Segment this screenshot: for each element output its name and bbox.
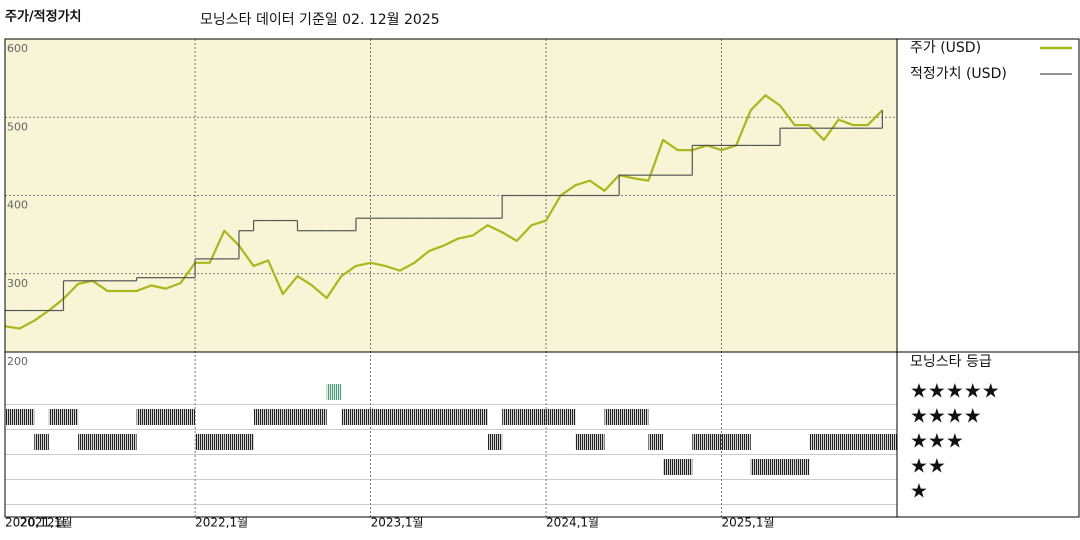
rating-bar: [750, 459, 766, 475]
chart-subtitle: 모닝스타 데이터 기준일 02. 12월 2025: [200, 12, 440, 28]
rating-bar: [370, 409, 386, 425]
chart-title: 주가/적정가치: [5, 9, 82, 25]
rating-bar: [823, 434, 839, 450]
rating-bar: [443, 409, 459, 425]
rating-bar: [882, 434, 897, 450]
rating-label: ★★★★★: [910, 379, 1000, 403]
rating-bar: [34, 434, 49, 450]
rating-bar: [312, 409, 327, 425]
rating-bar: [838, 434, 854, 450]
rating-bar: [48, 409, 64, 425]
rating-bar: [282, 409, 298, 425]
rating-bar: [604, 409, 620, 425]
rating-bar: [253, 409, 269, 425]
rating-bar: [414, 409, 430, 425]
y-tick-label: 600: [7, 42, 28, 55]
x-tick-label: 2025,1월: [722, 516, 775, 530]
rating-title: 모닝스타 등급: [910, 354, 992, 370]
rating-bar: [165, 409, 181, 425]
rating-bar: [326, 384, 342, 400]
rating-bar: [209, 434, 225, 450]
rating-bar: [195, 434, 210, 450]
x-tick-label: 2024,1월: [546, 516, 599, 530]
rating-bar: [92, 434, 108, 450]
rating-bar: [180, 409, 196, 425]
rating-bar: [502, 409, 517, 425]
rating-bar: [399, 409, 415, 425]
rating-bar: [546, 409, 561, 425]
rating-label: ★★: [910, 454, 946, 478]
rating-label: ★★★★: [910, 404, 982, 428]
rating-bar: [63, 409, 79, 425]
rating-bar: [472, 409, 488, 425]
rating-bar: [794, 459, 810, 475]
rating-bar: [268, 409, 283, 425]
legend-label: 적정가치 (USD): [910, 66, 1007, 82]
rating-bar: [151, 409, 166, 425]
rating-bar: [385, 409, 400, 425]
rating-bar: [780, 459, 795, 475]
rating-bar: [677, 459, 693, 475]
rating-bar: [560, 409, 576, 425]
x-tick-label: 2023,1월: [371, 516, 424, 530]
rating-bar: [736, 434, 751, 450]
rating-label: ★★★: [910, 429, 964, 453]
rating-bar: [458, 409, 473, 425]
rating-bar: [706, 434, 722, 450]
rating-bar: [121, 434, 137, 450]
rating-bar: [619, 409, 634, 425]
rating-bar: [663, 459, 678, 475]
rating-bar: [721, 434, 737, 450]
rating-bar: [238, 434, 254, 450]
frame: [4, 38, 1080, 518]
rating-bar: [633, 409, 649, 425]
rating-bar: [487, 434, 503, 450]
rating-bar: [648, 434, 664, 450]
rating-bar: [355, 409, 371, 425]
y-tick-label: 300: [7, 277, 28, 290]
rating-bar: [589, 434, 605, 450]
rating-bar: [107, 434, 122, 450]
rating-bar: [429, 409, 444, 425]
rating-bar: [765, 459, 781, 475]
rating-bar: [692, 434, 707, 450]
rating-bar: [341, 409, 356, 425]
x-tick-label: 2022,1월: [195, 516, 248, 530]
rating-bar: [575, 434, 590, 450]
y-tick-label: 200: [7, 355, 28, 368]
legend-label: 주가 (USD): [910, 40, 981, 56]
rating-bar: [224, 434, 239, 450]
rating-bar: [5, 409, 20, 425]
y-tick-label: 400: [7, 199, 28, 212]
x-tick-label: 2020,12월: [5, 516, 66, 530]
rating-bar: [516, 409, 532, 425]
rating-bar: [867, 434, 883, 450]
rating-bar: [853, 434, 868, 450]
rating-label: ★: [910, 479, 928, 503]
y-tick-label: 500: [7, 120, 28, 133]
x-tick-label: 2021,1월: [20, 516, 73, 530]
rating-bar: [78, 434, 93, 450]
rating-bar: [297, 409, 313, 425]
rating-bar: [19, 409, 35, 425]
rating-bar: [531, 409, 547, 425]
rating-bar: [809, 434, 824, 450]
rating-bar: [136, 409, 152, 425]
